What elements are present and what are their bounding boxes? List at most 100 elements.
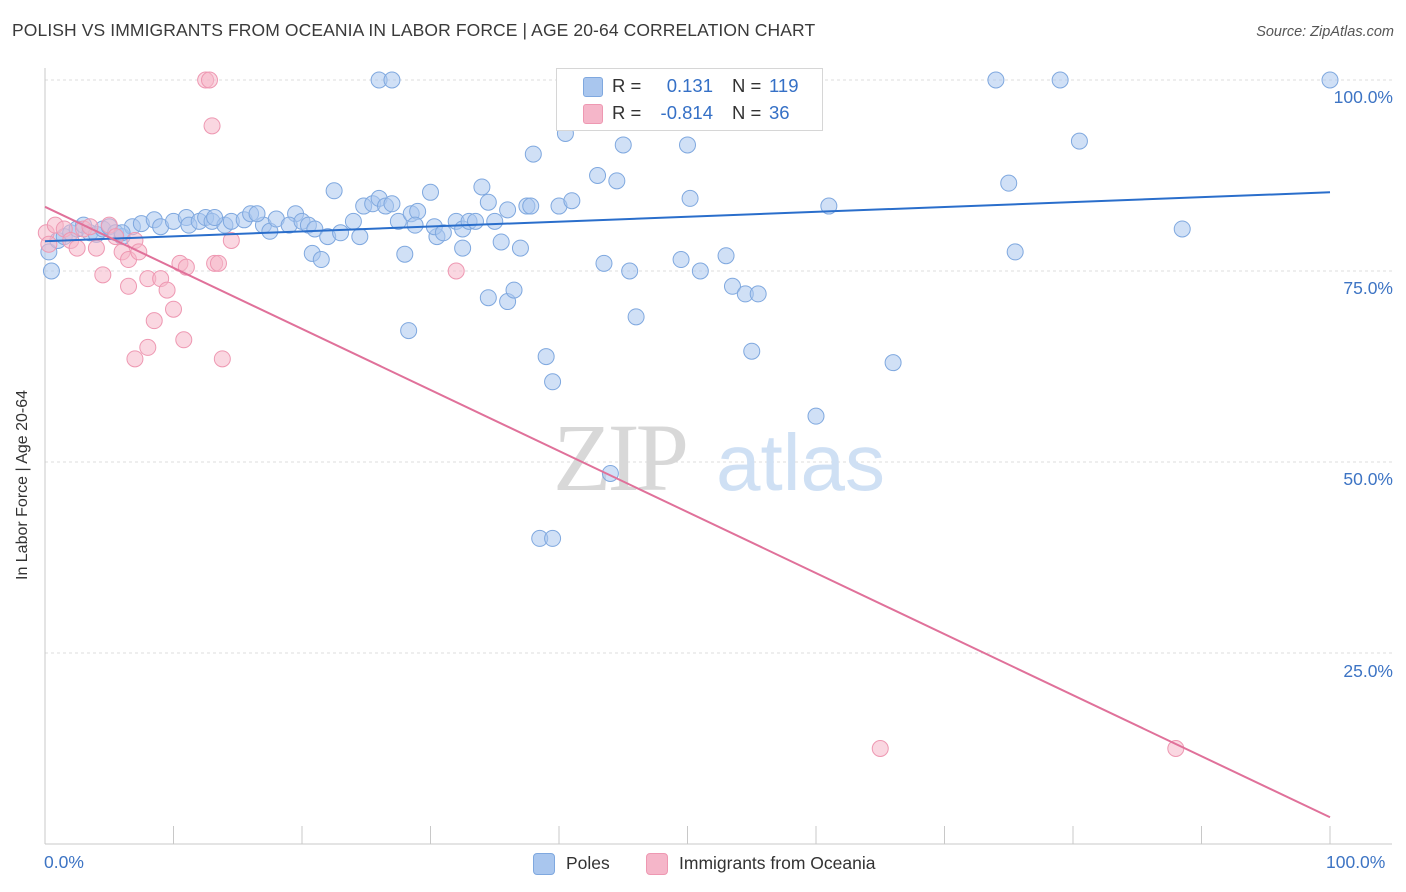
oceania-point xyxy=(213,350,231,368)
poles-point xyxy=(206,209,224,227)
poles-point xyxy=(454,239,472,257)
poles-point xyxy=(383,195,401,213)
poles-point xyxy=(466,212,484,230)
poles-point xyxy=(679,136,696,154)
poles-point xyxy=(42,262,60,280)
oceania-point xyxy=(1167,740,1185,757)
y-tick-label-25: 25.0% xyxy=(1343,661,1393,681)
legend-n-label: N = xyxy=(732,102,762,123)
legend-swatch-oceania xyxy=(646,853,668,875)
legend-row-poles: R = 0.131 N = 119 xyxy=(557,73,822,99)
poles-point xyxy=(749,285,767,303)
poles-point xyxy=(743,342,761,360)
y-tick-label-50: 50.0% xyxy=(1343,469,1393,489)
oceania-point xyxy=(87,239,105,257)
legend-r-value: -0.814 xyxy=(660,102,713,123)
poles-point xyxy=(717,247,735,265)
watermark-zip: ZIP xyxy=(553,404,686,511)
poles-point xyxy=(306,220,324,238)
poles-point xyxy=(987,71,1005,89)
oceania-point xyxy=(40,235,58,253)
poles-point xyxy=(1173,220,1191,238)
poles-point xyxy=(473,178,491,196)
poles-point xyxy=(672,251,690,269)
legend-n-value: 119 xyxy=(769,75,799,96)
poles-point xyxy=(1070,132,1088,150)
legend-r-value: 0.131 xyxy=(666,75,713,96)
poles-point xyxy=(1051,71,1069,89)
legend-stats: R = 0.131 N = 119 R = -0.814 N = 36 xyxy=(556,68,823,131)
trend-lines xyxy=(44,191,1331,819)
y-tick-label-75: 75.0% xyxy=(1343,278,1393,298)
poles-point xyxy=(807,407,825,425)
legend-label-poles: Poles xyxy=(566,853,610,873)
series-oceania xyxy=(37,71,1185,757)
series-poles xyxy=(40,71,1339,547)
poles-point xyxy=(312,251,330,269)
poles-point xyxy=(537,348,555,366)
poles-point xyxy=(434,224,452,242)
poles-point xyxy=(621,262,639,280)
x-tick-label-max: 100.0% xyxy=(1326,852,1386,872)
legend-n-value: 36 xyxy=(769,102,790,123)
poles-point xyxy=(524,145,542,163)
poles-point xyxy=(544,373,562,391)
source-label: Source: ZipAtlas.com xyxy=(1256,24,1394,40)
poles-point xyxy=(486,212,504,230)
poles-point xyxy=(884,354,902,372)
poles-point xyxy=(723,277,741,295)
poles-point xyxy=(409,202,427,220)
legend-row-oceania: R = -0.814 N = 36 xyxy=(557,100,822,126)
poles-point xyxy=(505,281,523,299)
poles-point xyxy=(691,262,709,280)
legend-r-label: R = xyxy=(612,102,642,123)
poles-point xyxy=(406,216,424,234)
oceania-point xyxy=(203,117,221,135)
oceania-point xyxy=(120,277,138,295)
watermark-atlas: atlas xyxy=(716,418,885,507)
poles-point xyxy=(422,183,439,201)
poles-point xyxy=(608,172,626,190)
oceania-point xyxy=(209,254,227,272)
poles-point xyxy=(492,233,510,251)
poles-point xyxy=(1000,174,1018,192)
oceania-point xyxy=(175,331,193,349)
poles-point xyxy=(1321,71,1339,89)
poles-point xyxy=(499,201,517,219)
poles-point xyxy=(522,197,540,215)
chart-title: POLISH VS IMMIGRANTS FROM OCEANIA IN LAB… xyxy=(12,20,816,40)
poles-point xyxy=(820,197,838,215)
poles-point xyxy=(681,189,699,207)
poles-point xyxy=(563,192,581,210)
poles-point xyxy=(248,205,266,223)
x-tick-label-min: 0.0% xyxy=(44,852,84,872)
legend-swatch-oceania xyxy=(583,104,603,124)
poles-point xyxy=(544,529,562,547)
poles-point xyxy=(332,224,350,242)
grid-lines xyxy=(45,79,1392,654)
oceania-point xyxy=(126,350,144,368)
poles-point xyxy=(627,308,645,326)
poles-point xyxy=(479,193,497,211)
legend-swatch-poles xyxy=(533,853,555,875)
oceania-point xyxy=(165,300,182,318)
legend-series: Poles Immigrants from Oceania xyxy=(0,852,1406,878)
oceania-point xyxy=(158,281,176,299)
watermark: ZIP atlas xyxy=(553,404,885,511)
poles-point xyxy=(511,239,529,257)
oceania-point xyxy=(139,338,157,356)
legend-n-label: N = xyxy=(732,75,762,96)
poles-point xyxy=(389,212,407,230)
poles-point xyxy=(383,71,401,89)
legend-r-label: R = xyxy=(612,75,642,96)
oceania-point xyxy=(447,262,465,280)
poles-point xyxy=(325,182,343,200)
oceania-point xyxy=(200,71,218,89)
legend-label-oceania: Immigrants from Oceania xyxy=(679,853,876,873)
oceania-point xyxy=(871,740,889,757)
poles-point xyxy=(589,167,607,184)
oceania-point xyxy=(81,218,99,236)
oceania-point xyxy=(68,239,86,257)
trend-line-poles xyxy=(44,191,1331,243)
legend-swatch-poles xyxy=(583,77,603,97)
